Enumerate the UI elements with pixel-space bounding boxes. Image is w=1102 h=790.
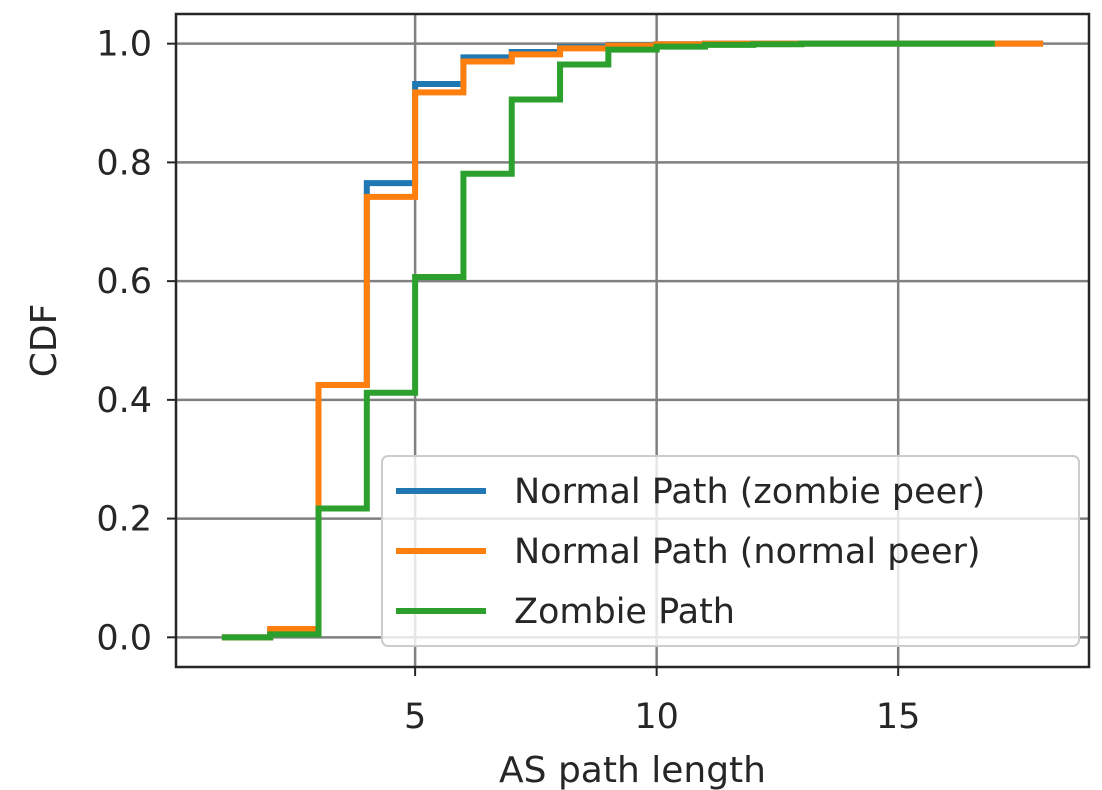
x-ticks: 5 10 15 xyxy=(404,667,920,737)
y-tick-label: 0.2 xyxy=(96,500,152,540)
series-line-3 xyxy=(221,40,995,641)
x-tick-label: 15 xyxy=(876,697,921,737)
y-tick-label: 0.0 xyxy=(96,618,152,658)
legend-label: Normal Path (zombie peer) xyxy=(514,472,985,512)
y-axis-label: CDF xyxy=(24,304,65,378)
y-tick-label: 0.6 xyxy=(96,262,152,302)
y-tick-label: 0.8 xyxy=(96,143,152,183)
legend: Normal Path (zombie peer) Normal Path (no… xyxy=(381,455,1080,647)
plot-frame xyxy=(174,12,1091,669)
series-layer xyxy=(221,40,1044,641)
x-tick-label: 10 xyxy=(634,697,679,737)
y-ticks: 0.0 0.2 0.4 0.6 0.8 1.0 xyxy=(96,25,176,658)
x-tick-label: 5 xyxy=(404,697,426,737)
y-tick-label: 1.0 xyxy=(96,25,152,65)
legend-box xyxy=(381,455,1080,647)
x-axis-label: AS path length xyxy=(499,750,766,790)
legend-label: Normal Path (normal peer) xyxy=(514,532,981,572)
y-tick-label: 0.4 xyxy=(96,381,152,421)
legend-label: Zombie Path xyxy=(514,592,735,632)
